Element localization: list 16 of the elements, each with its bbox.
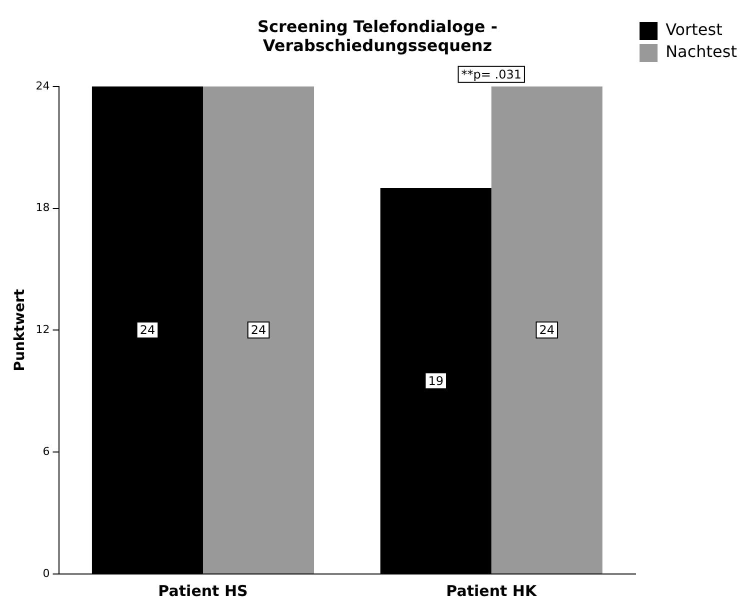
- y-tick-label: 6: [42, 444, 50, 458]
- x-tick-label: Patient HK: [446, 582, 538, 600]
- chart-title: Screening Telefondialoge - Verabschiedungssequenz: [258, 16, 498, 55]
- y-tick-label: 12: [36, 323, 50, 336]
- x-tick-label: Patient HS: [158, 582, 248, 600]
- y-tick-label: 0: [42, 566, 50, 580]
- y-tick-label: 18: [36, 201, 50, 214]
- legend-label: Vortest: [666, 20, 722, 40]
- y-tick-label: 24: [36, 79, 50, 92]
- legend-label: Nachtest: [666, 42, 737, 62]
- data-label: 24: [539, 323, 555, 338]
- data-label: 24: [140, 323, 156, 338]
- y-axis-title: Punktwert: [12, 288, 28, 372]
- annotation: **p= .031: [461, 68, 522, 82]
- data-label: 24: [250, 323, 266, 338]
- data-label: 19: [428, 374, 444, 388]
